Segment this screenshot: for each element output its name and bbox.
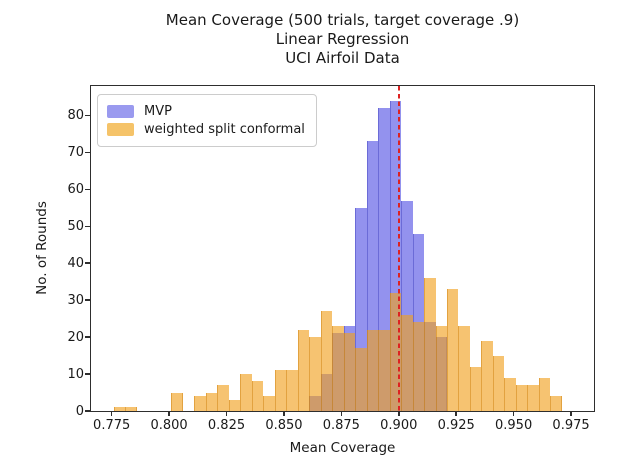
y-tick-mark [85,151,90,154]
hist-bar-wsc [297,329,310,411]
y-tick-mark [85,410,90,412]
hist-bar-wsc [113,407,126,411]
x-tick-mark [168,411,170,416]
hist-bar-wsc [274,370,287,411]
y-tick-mark [85,188,90,191]
legend-item-wsc: weighted split conformal [107,122,305,137]
x-tick-label: 0.875 [322,418,360,433]
x-tick-label: 0.925 [437,418,475,433]
hist-bar-wsc [343,333,356,411]
hist-bar-wsc [251,381,264,411]
title-line-1: Mean Coverage (500 trials, target covera… [165,11,520,29]
legend-label: weighted split conformal [144,122,305,137]
x-tick-mark [340,411,343,416]
x-tick-mark [397,411,400,416]
y-tick-label: 10 [67,366,84,382]
x-tick-mark [110,411,113,416]
hist-bar-wsc [504,377,516,411]
hist-bar-wsc [320,311,333,411]
hist-bar-wsc [263,396,275,411]
x-axis-label: Mean Coverage [289,440,396,456]
hist-bar-wsc [424,278,436,411]
chart-title: Mean Coverage (500 trials, target covera… [90,11,595,68]
y-axis-label: No. of Rounds [34,201,50,295]
hist-bar-wsc [435,326,447,411]
hist-bar-wsc [515,385,528,411]
x-tick-label: 0.825 [207,418,246,433]
x-tick-mark [570,411,572,416]
x-tick-label: 0.950 [495,418,533,433]
hist-bar-mvp [389,100,402,411]
y-tick-label: 60 [67,181,84,197]
hist-bar-wsc [538,377,551,411]
plot-area: MVP weighted split conformal [90,85,595,412]
hist-bar-wsc [447,289,459,411]
target-coverage-line [397,86,400,411]
hist-bar-wsc [286,370,298,411]
y-tick-mark [85,336,90,338]
hist-bar-mvp [355,207,367,411]
hist-bar-mvp [401,200,413,411]
x-tick-mark [283,411,285,416]
y-tick-label: 30 [67,292,84,308]
legend-swatch [107,123,134,136]
y-tick-label: 40 [67,255,84,271]
y-tick-mark [85,114,90,117]
x-tick-label: 0.850 [265,418,303,433]
legend-swatch [107,105,134,118]
hist-bar-wsc [378,329,390,411]
hist-bar-wsc [332,326,344,411]
legend: MVP weighted split conformal [97,94,317,147]
y-tick-mark [85,225,90,228]
hist-bar-wsc [389,292,402,411]
hist-bar-wsc [228,399,241,411]
hist-bar-wsc [550,396,562,411]
hist-bar-wsc [469,366,482,411]
title-line-2: Linear Regression [275,30,410,48]
hist-bar-mvp [378,108,390,411]
legend-label: MVP [144,104,172,119]
hist-bar-wsc [355,348,367,411]
y-tick-label: 50 [67,218,84,234]
hist-bar-wsc [309,337,321,411]
hist-bar-wsc [194,396,206,411]
y-tick-label: 70 [67,144,84,160]
title-line-3: UCI Airfoil Data [285,49,400,67]
hist-bar-mvp [366,141,379,411]
legend-item-mvp: MVP [107,104,305,119]
hist-bar-wsc [412,322,425,411]
hist-bar-wsc [205,392,218,411]
x-tick-mark [455,411,457,416]
y-tick-mark [85,262,90,265]
hist-bar-wsc [458,326,470,411]
hist-bar-wsc [492,355,505,411]
y-tick-mark [85,299,90,301]
x-tick-mark [225,411,228,416]
hist-bar-wsc [401,314,413,411]
y-tick-mark [85,373,90,375]
y-tick-label: 20 [67,329,84,345]
y-tick-label: 80 [67,108,84,124]
hist-bar-wsc [217,385,229,411]
hist-bar-wsc [171,392,183,411]
hist-bar-wsc [481,340,493,411]
x-tick-label: 0.975 [552,418,590,433]
x-tick-label: 0.800 [150,418,188,433]
hist-bar-wsc [125,407,137,411]
hist-bar-wsc [366,329,379,411]
x-tick-mark [512,411,515,416]
hist-bar-wsc [527,385,539,411]
x-tick-label: 0.775 [93,418,131,433]
y-tick-label: 0 [75,403,84,419]
hist-bar-mvp [412,233,425,411]
hist-bar-wsc [240,374,252,411]
x-tick-label: 0.900 [380,418,418,433]
